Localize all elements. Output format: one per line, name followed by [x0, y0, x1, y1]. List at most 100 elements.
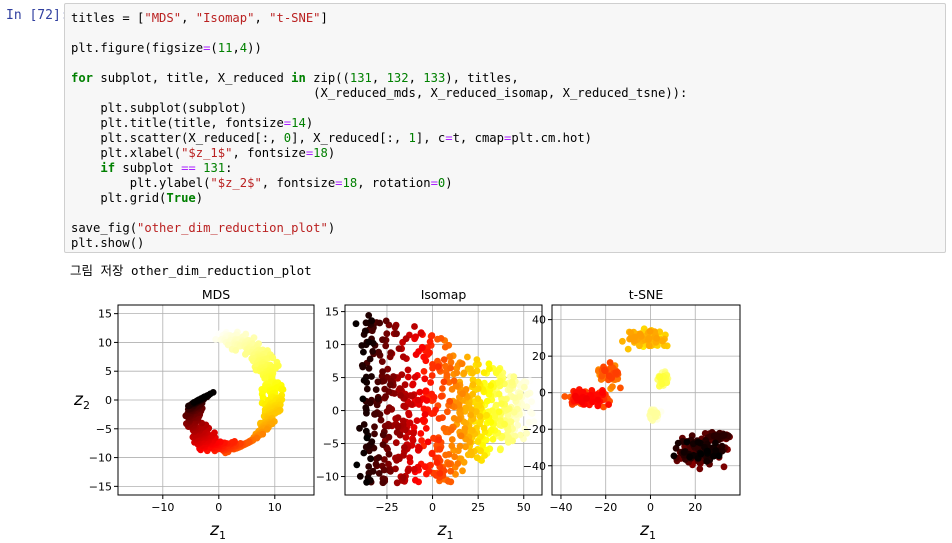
scatter-point — [497, 400, 505, 407]
y-tick-label: 0 — [332, 405, 339, 418]
scatter-point — [473, 356, 481, 363]
code-token: for — [71, 71, 94, 85]
scatter-point — [572, 392, 579, 400]
scatter-point — [201, 393, 209, 401]
scatter-point — [365, 312, 373, 319]
scatter-point — [683, 438, 691, 446]
y-tick-label: 10 — [98, 336, 112, 349]
scatter-point — [372, 460, 380, 468]
code-token: t, cmap — [452, 131, 504, 145]
scatter-point — [387, 468, 394, 475]
code-cell[interactable]: titles = ["MDS", "Isomap", "t-SNE"] plt.… — [64, 3, 946, 253]
scatter-point — [670, 452, 678, 460]
scatter-point — [485, 360, 493, 368]
scatter-point — [474, 438, 482, 445]
scatter-point — [211, 429, 218, 437]
scatter-point — [379, 479, 387, 486]
scatter-point — [446, 397, 454, 405]
scatter-point — [393, 479, 401, 487]
scatter-point — [371, 430, 378, 438]
scatter-point — [428, 372, 436, 379]
code-editor[interactable]: titles = ["MDS", "Isomap", "t-SNE"] plt.… — [71, 11, 687, 251]
code-token: 14 — [291, 116, 306, 130]
scatter-point — [412, 476, 419, 484]
scatter-point — [379, 441, 387, 448]
scatter-point — [491, 412, 498, 420]
y-tick-label: −5 — [323, 438, 339, 451]
code-token: ], c — [415, 131, 446, 145]
code-token: , — [232, 41, 240, 55]
code-token: ) — [445, 176, 453, 190]
scatter-point — [469, 369, 476, 377]
code-token: plt.scatter(X_reduced[:, — [71, 131, 284, 145]
scatter-point — [279, 386, 287, 393]
code-token: plt.cm.hot) — [511, 131, 593, 145]
scatter-points — [561, 325, 733, 473]
scatter-point — [195, 396, 202, 404]
scatter-point — [658, 380, 666, 388]
y-tick-label: −20 — [523, 423, 546, 436]
scatter-point — [393, 456, 400, 464]
scatter-point — [404, 467, 412, 475]
code-token: = — [335, 176, 343, 190]
y-tick-label: −15 — [89, 480, 112, 493]
scatter-point — [411, 373, 419, 381]
code-token — [71, 161, 100, 175]
scatter-point — [420, 353, 428, 361]
code-line — [71, 206, 687, 221]
scatter-point — [447, 358, 455, 366]
y-tick-label: 0 — [539, 387, 546, 400]
scatter-point — [395, 345, 403, 352]
scatter-point — [561, 393, 569, 400]
scatter-point — [405, 411, 413, 419]
scatter-point — [427, 379, 434, 386]
code-token: )) — [247, 41, 262, 55]
scatter-point — [365, 338, 373, 346]
scatter-point — [720, 431, 728, 439]
scatter-point — [443, 371, 451, 379]
code-line: save_fig("other_dim_reduction_plot") — [71, 221, 687, 236]
scatter-point — [411, 323, 418, 330]
scatter-point — [495, 390, 503, 398]
scatter-point — [514, 421, 522, 429]
scatter-point — [599, 389, 606, 396]
scatter-point — [371, 423, 378, 431]
scatter-point — [483, 411, 490, 419]
code-token: plt.ylabel( — [71, 176, 211, 190]
scatter-point — [441, 343, 449, 351]
x-tick-label: 0 — [647, 501, 654, 514]
scatter-point — [393, 330, 400, 338]
code-line — [71, 56, 687, 71]
scatter-point — [520, 383, 528, 391]
code-token: plt.xlabel( — [71, 146, 182, 160]
code-token: ) — [305, 116, 314, 130]
scatter-point — [362, 319, 370, 327]
scatter-point — [447, 364, 454, 372]
code-token: ) — [327, 221, 336, 235]
scatter-point — [379, 431, 387, 439]
x-axis-label: z1 — [209, 520, 226, 540]
scatter-point — [360, 449, 368, 457]
scatter-point — [368, 438, 376, 445]
scatter-point — [605, 401, 612, 408]
scatter-point — [399, 353, 407, 361]
scatter-point — [474, 378, 482, 386]
scatter-point — [381, 385, 389, 393]
scatter-point — [448, 442, 456, 450]
scatter-points — [182, 328, 287, 457]
scatter-point — [631, 333, 639, 341]
scatter-point — [656, 373, 664, 381]
scatter-point — [467, 406, 475, 413]
code-token: , — [254, 11, 270, 25]
scatter-point — [206, 390, 214, 398]
scatter-point — [407, 401, 415, 408]
code-token: "t-SNE" — [269, 11, 321, 25]
code-token: ], X_reduced[:, — [291, 131, 409, 145]
scatter-point — [501, 420, 508, 428]
code-token: ) — [327, 146, 336, 160]
scatter-point — [469, 376, 477, 384]
scatter-point — [456, 442, 464, 450]
scatter-point — [393, 429, 401, 436]
code-token: plt.subplot(subplot) — [71, 101, 248, 115]
scatter-point — [718, 442, 726, 450]
